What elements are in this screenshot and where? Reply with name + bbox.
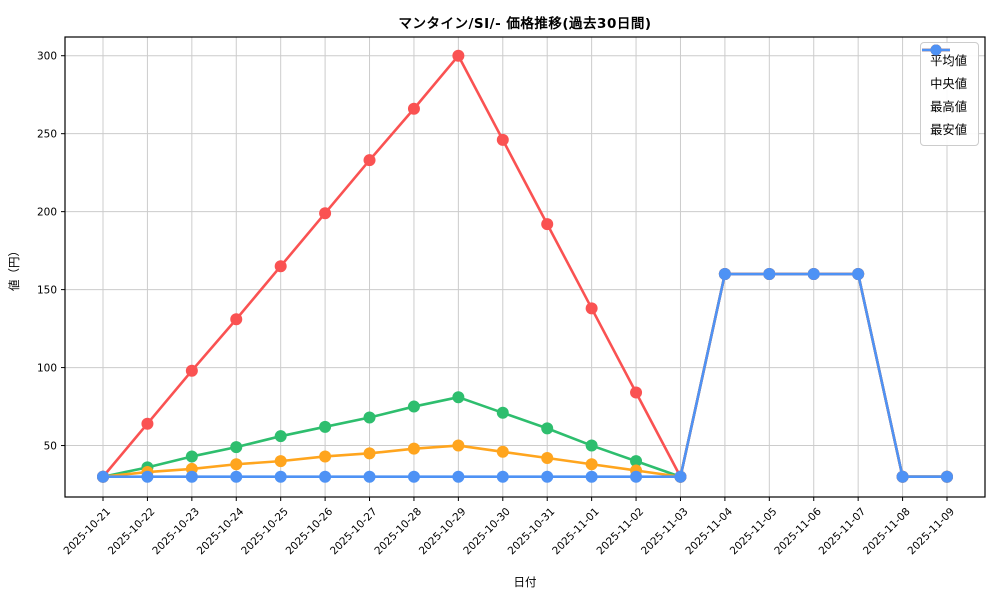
legend-marker-icon <box>922 44 951 56</box>
series-line-最安値 <box>101 272 949 479</box>
legend-label: 最安値 <box>930 122 967 137</box>
series-marker-中央値 <box>407 442 420 455</box>
series-marker-最安値 <box>896 470 909 483</box>
series-marker-最安値 <box>407 470 420 483</box>
series-marker-最高値 <box>319 207 332 220</box>
series-marker-最安値 <box>319 470 332 483</box>
series-marker-最安値 <box>452 470 465 483</box>
series-marker-最安値 <box>541 470 554 483</box>
series-marker-平均値 <box>230 441 243 454</box>
y-tick-label: 150 <box>37 284 57 296</box>
series-marker-最高値 <box>407 102 420 115</box>
axes-frame <box>64 36 986 498</box>
series-marker-中央値 <box>541 452 554 465</box>
series-marker-平均値 <box>185 450 198 463</box>
series-marker-最安値 <box>718 268 731 281</box>
series-marker-最高値 <box>541 218 554 231</box>
series-marker-最高値 <box>630 386 643 399</box>
series-marker-最安値 <box>496 470 509 483</box>
series-marker-中央値 <box>452 439 465 452</box>
series-marker-最高値 <box>452 49 465 62</box>
x-axis-label: 日付 <box>513 575 537 589</box>
legend: 平均値中央値最高値最安値 <box>920 42 979 146</box>
series-marker-平均値 <box>585 439 598 452</box>
series-marker-中央値 <box>585 458 598 471</box>
series-marker-平均値 <box>407 400 420 413</box>
series-marker-最安値 <box>363 470 376 483</box>
series-marker-平均値 <box>496 406 509 419</box>
legend-label: 最高値 <box>930 99 967 114</box>
series-marker-最安値 <box>141 470 154 483</box>
series-marker-最高値 <box>363 154 376 167</box>
y-tick-label: 250 <box>37 128 57 140</box>
series-marker-中央値 <box>363 447 376 460</box>
legend-label: 中央値 <box>930 76 967 91</box>
x-tick-label: 2025-11-09 <box>905 506 957 558</box>
series-marker-最安値 <box>941 470 953 483</box>
series-marker-中央値 <box>230 458 243 471</box>
plot-background <box>65 37 985 497</box>
series-marker-平均値 <box>452 391 465 404</box>
series-marker-最安値 <box>763 268 776 281</box>
y-tick-label: 100 <box>37 362 57 374</box>
y-tick-label: 300 <box>37 51 57 63</box>
series-marker-最安値 <box>630 470 643 483</box>
series-marker-平均値 <box>541 422 554 435</box>
series-marker-最高値 <box>230 313 243 326</box>
legend-item-3: 最安値 <box>922 44 967 138</box>
chart-title: マンタイン/SI/- 価格推移(過去30日間) <box>398 16 652 32</box>
series-marker-最安値 <box>852 268 865 281</box>
legend-item-2: 最高値 <box>922 44 967 115</box>
series-marker-最安値 <box>185 470 198 483</box>
series-marker-最安値 <box>585 470 598 483</box>
series-marker-最安値 <box>674 470 687 483</box>
series-marker-最高値 <box>141 417 154 430</box>
series-marker-最高値 <box>274 260 287 273</box>
series-marker-中央値 <box>319 450 332 463</box>
legend-item-1: 中央値 <box>922 44 967 92</box>
series-marker-最安値 <box>807 268 820 281</box>
series-marker-最高値 <box>496 133 509 146</box>
series-marker-最安値 <box>274 470 287 483</box>
series-marker-最高値 <box>185 364 198 377</box>
y-tick-label: 50 <box>44 440 57 452</box>
series-marker-平均値 <box>363 411 376 424</box>
series-marker-平均値 <box>274 430 287 443</box>
y-tick-label: 200 <box>37 206 57 218</box>
series-marker-平均値 <box>630 455 643 468</box>
series-marker-最安値 <box>230 470 243 483</box>
series-marker-最安値 <box>97 470 109 483</box>
series-marker-平均値 <box>319 420 332 433</box>
legend-label: 平均値 <box>930 53 967 68</box>
series-marker-最高値 <box>585 302 598 315</box>
series-marker-中央値 <box>496 445 509 458</box>
series-marker-中央値 <box>274 455 287 468</box>
